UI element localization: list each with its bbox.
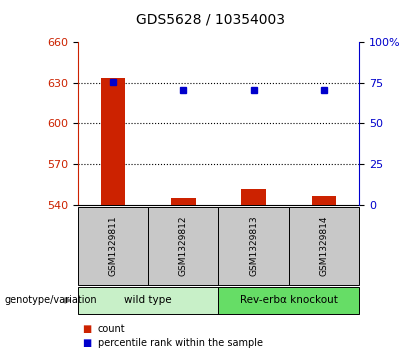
- Text: GSM1329813: GSM1329813: [249, 216, 258, 276]
- Text: GDS5628 / 10354003: GDS5628 / 10354003: [136, 13, 284, 27]
- Bar: [171, 197, 196, 205]
- Bar: [100, 78, 125, 205]
- Text: genotype/variation: genotype/variation: [4, 295, 97, 305]
- Text: GSM1329811: GSM1329811: [108, 216, 117, 276]
- Text: GSM1329812: GSM1329812: [179, 216, 188, 276]
- Bar: [241, 189, 266, 205]
- Text: percentile rank within the sample: percentile rank within the sample: [98, 338, 263, 348]
- Text: ■: ■: [82, 338, 91, 348]
- Text: Rev-erbα knockout: Rev-erbα knockout: [240, 295, 338, 305]
- Text: GSM1329814: GSM1329814: [320, 216, 328, 276]
- Text: count: count: [98, 324, 126, 334]
- Text: ■: ■: [82, 324, 91, 334]
- Bar: [312, 196, 336, 205]
- Text: wild type: wild type: [124, 295, 172, 305]
